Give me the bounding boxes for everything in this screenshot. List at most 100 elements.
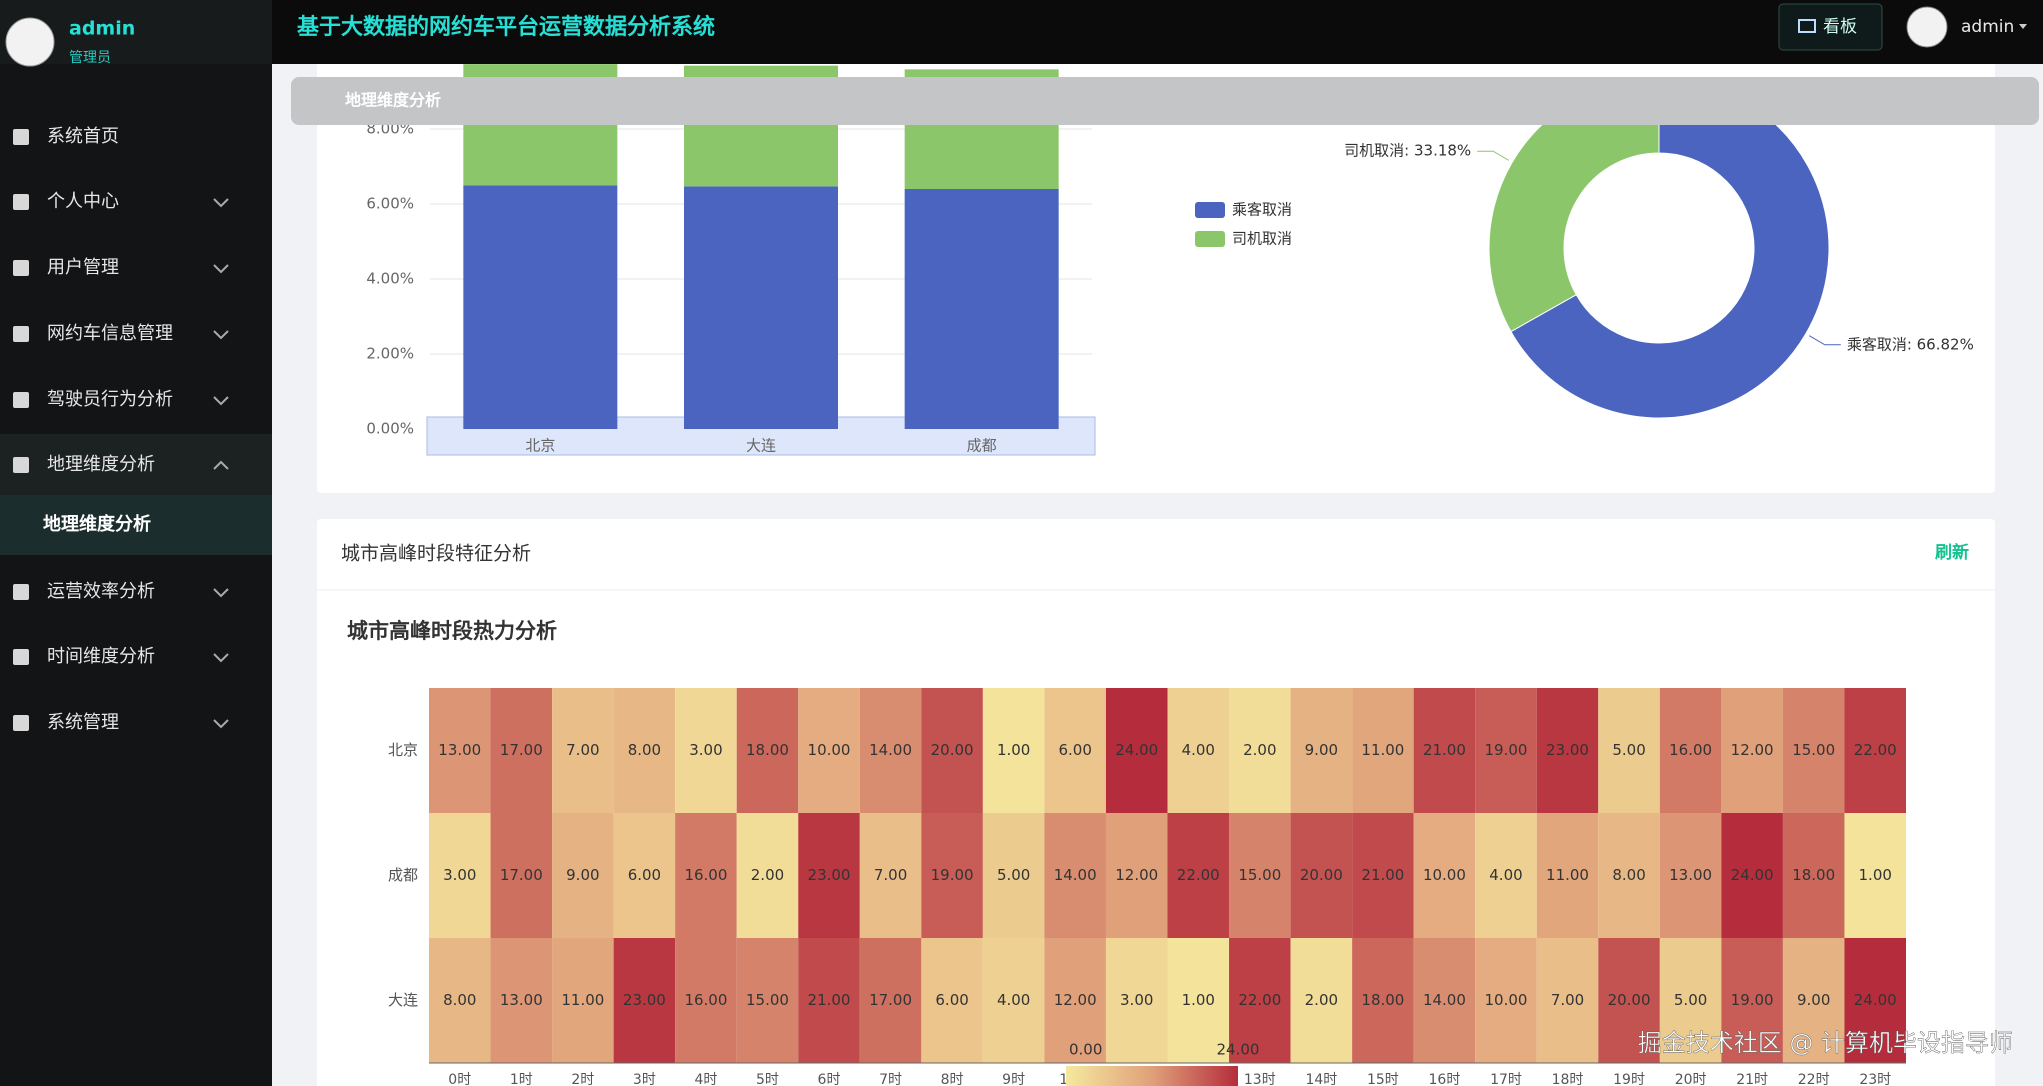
- heat-cell: [675, 813, 737, 938]
- heat-cell: [490, 688, 553, 813]
- heat-cell: [552, 688, 614, 813]
- heat-cell: [552, 938, 614, 1063]
- cell-label: 13.00: [1669, 866, 1712, 884]
- heat-cell: [1105, 688, 1168, 813]
- heat-cell: [1413, 813, 1476, 938]
- watermark: 掘金技术社区 @ 计算机毕设指导师: [1638, 1029, 2013, 1057]
- cell-label: 3.00: [689, 741, 722, 759]
- heat-cell: [1105, 813, 1168, 938]
- heat-cell: [921, 813, 983, 938]
- board-button[interactable]: [1778, 3, 1883, 51]
- heat-cell: [1413, 938, 1476, 1063]
- cell-label: 6.00: [1058, 741, 1091, 759]
- menu-item[interactable]: 用户管理: [47, 257, 119, 278]
- cell-label: 7.00: [874, 866, 907, 884]
- chevron: [213, 396, 229, 406]
- heat-cell: [982, 813, 1045, 938]
- bar-segment: [684, 186, 838, 429]
- heat-cell: [1598, 938, 1660, 1063]
- menu-item[interactable]: 地理维度分析: [47, 454, 155, 475]
- heat-cell: [613, 938, 676, 1063]
- chevron: [213, 588, 229, 598]
- cell-label: 14.00: [869, 741, 912, 759]
- y-tick-label: 北京: [388, 741, 418, 759]
- x-tick-label: 21时: [1736, 1072, 1768, 1086]
- cell-label: 9.00: [1797, 991, 1830, 1009]
- cell-label: 21.00: [1361, 866, 1404, 884]
- heat-cell: [1167, 813, 1230, 938]
- cell-label: 19.00: [1731, 991, 1774, 1009]
- legend-label[interactable]: 乘客取消: [1232, 201, 1292, 219]
- menu-item[interactable]: 驾驶员行为分析: [47, 389, 173, 410]
- visual-map: [1066, 1066, 1238, 1086]
- cell-label: 23.00: [808, 866, 851, 884]
- heat-cell: [1044, 813, 1106, 938]
- menu-item[interactable]: 运营效率分析: [47, 581, 155, 602]
- cell-label: 6.00: [628, 866, 661, 884]
- cell-label: 1.00: [1859, 866, 1892, 884]
- slice-label: 司机取消: 33.18%: [1344, 142, 1471, 160]
- cell-label: 17.00: [500, 866, 543, 884]
- menu-item[interactable]: 系统管理: [47, 712, 119, 733]
- heat-cell: [1290, 813, 1353, 938]
- menu-item[interactable]: 时间维度分析: [47, 646, 155, 667]
- header-avatar: [1906, 6, 1948, 48]
- cell-label: 16.00: [684, 866, 727, 884]
- heat-cell: [1659, 813, 1722, 938]
- heat-cell: [1290, 938, 1353, 1063]
- visual-map-max: 24.00: [1217, 1041, 1260, 1059]
- y-tick-label: 4.00%: [366, 270, 414, 288]
- heat-cell: [429, 813, 491, 938]
- cell-label: 13.00: [438, 741, 481, 759]
- menu-icon: [13, 326, 29, 342]
- chevron: [213, 330, 229, 340]
- cell-label: 15.00: [1238, 866, 1281, 884]
- menu-item[interactable]: 个人中心: [47, 191, 119, 212]
- cell-label: 18.00: [1792, 866, 1835, 884]
- menu-item[interactable]: 系统首页: [47, 126, 119, 147]
- cell-label: 22.00: [1238, 991, 1281, 1009]
- header-user[interactable]: admin: [1961, 17, 2014, 37]
- cell-label: 18.00: [746, 741, 789, 759]
- cell-label: 5.00: [1674, 991, 1707, 1009]
- heat-cell: [859, 938, 922, 1063]
- x-tick-label: 16时: [1429, 1072, 1461, 1086]
- cell-label: 8.00: [628, 741, 661, 759]
- submenu-item[interactable]: 地理维度分析: [43, 513, 151, 535]
- breadcrumb: 地理维度分析: [345, 91, 441, 110]
- cell-label: 24.00: [1854, 991, 1897, 1009]
- heat-cell: [1536, 688, 1599, 813]
- heat-cell: [1844, 938, 1906, 1063]
- cell-label: 24.00: [1731, 866, 1774, 884]
- visual-map-min: 0.00: [1069, 1041, 1102, 1059]
- y-tick-label: 6.00%: [366, 195, 414, 213]
- cell-label: 11.00: [561, 991, 604, 1009]
- cell-label: 14.00: [1054, 866, 1097, 884]
- cell-label: 22.00: [1854, 741, 1897, 759]
- chevron: [213, 653, 229, 663]
- label-line: [1477, 150, 1509, 161]
- heat-cell: [982, 938, 1045, 1063]
- heat-cell: [613, 688, 676, 813]
- heat-cell: [1044, 688, 1106, 813]
- active-item: [0, 495, 272, 555]
- donut-slice: [1510, 77, 1830, 419]
- cell-label: 8.00: [443, 991, 476, 1009]
- heat-cell: [1536, 938, 1599, 1063]
- heat-cell: [921, 938, 983, 1063]
- cell-label: 3.00: [443, 866, 476, 884]
- cell-label: 1.00: [1182, 991, 1215, 1009]
- cell-label: 16.00: [1669, 741, 1712, 759]
- heat-cell: [859, 688, 922, 813]
- menu-item[interactable]: 网约车信息管理: [47, 323, 173, 344]
- cell-label: 15.00: [1792, 741, 1835, 759]
- heat-cell: [798, 938, 860, 1063]
- menu-icon: [13, 194, 29, 210]
- refresh-link[interactable]: 刷新: [1935, 542, 1969, 563]
- heat-cell: [1475, 688, 1537, 813]
- cell-label: 21.00: [808, 991, 851, 1009]
- cell-label: 4.00: [997, 991, 1030, 1009]
- legend-label[interactable]: 司机取消: [1232, 230, 1292, 248]
- cell-label: 5.00: [1612, 741, 1645, 759]
- heat-cell: [1721, 938, 1783, 1063]
